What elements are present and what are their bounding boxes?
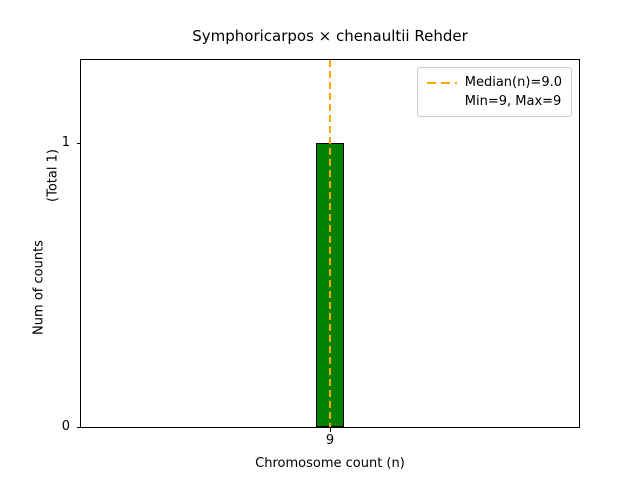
y-tick-mark: [77, 143, 81, 144]
legend-row-median: Median(n)=9.0: [426, 73, 562, 92]
y-tick-label-1: 1: [61, 134, 70, 150]
legend-median-label: Median(n)=9.0: [464, 75, 562, 90]
legend-minmax-label: Min=9, Max=9: [464, 94, 562, 109]
y-tick-label-0: 0: [61, 419, 70, 434]
y-tick-mark: [77, 427, 81, 428]
x-tick-mark: [330, 428, 331, 432]
plot-area: Median(n)=9.0 Min=9, Max=9: [80, 59, 580, 428]
median-line: [329, 60, 331, 427]
y-axis-label: Num of counts: [31, 240, 47, 335]
legend-median-line-sample: [426, 81, 457, 84]
legend: Median(n)=9.0 Min=9, Max=9: [416, 67, 572, 117]
x-axis-label: Chromosome count (n): [255, 456, 405, 471]
legend-row-minmax: Min=9, Max=9: [427, 92, 562, 111]
x-tick-label: 9: [325, 433, 335, 448]
chart-title: Symphoricarpos × chenaultii Rehder: [192, 27, 468, 45]
legend-minmax-spacer: [427, 101, 457, 103]
